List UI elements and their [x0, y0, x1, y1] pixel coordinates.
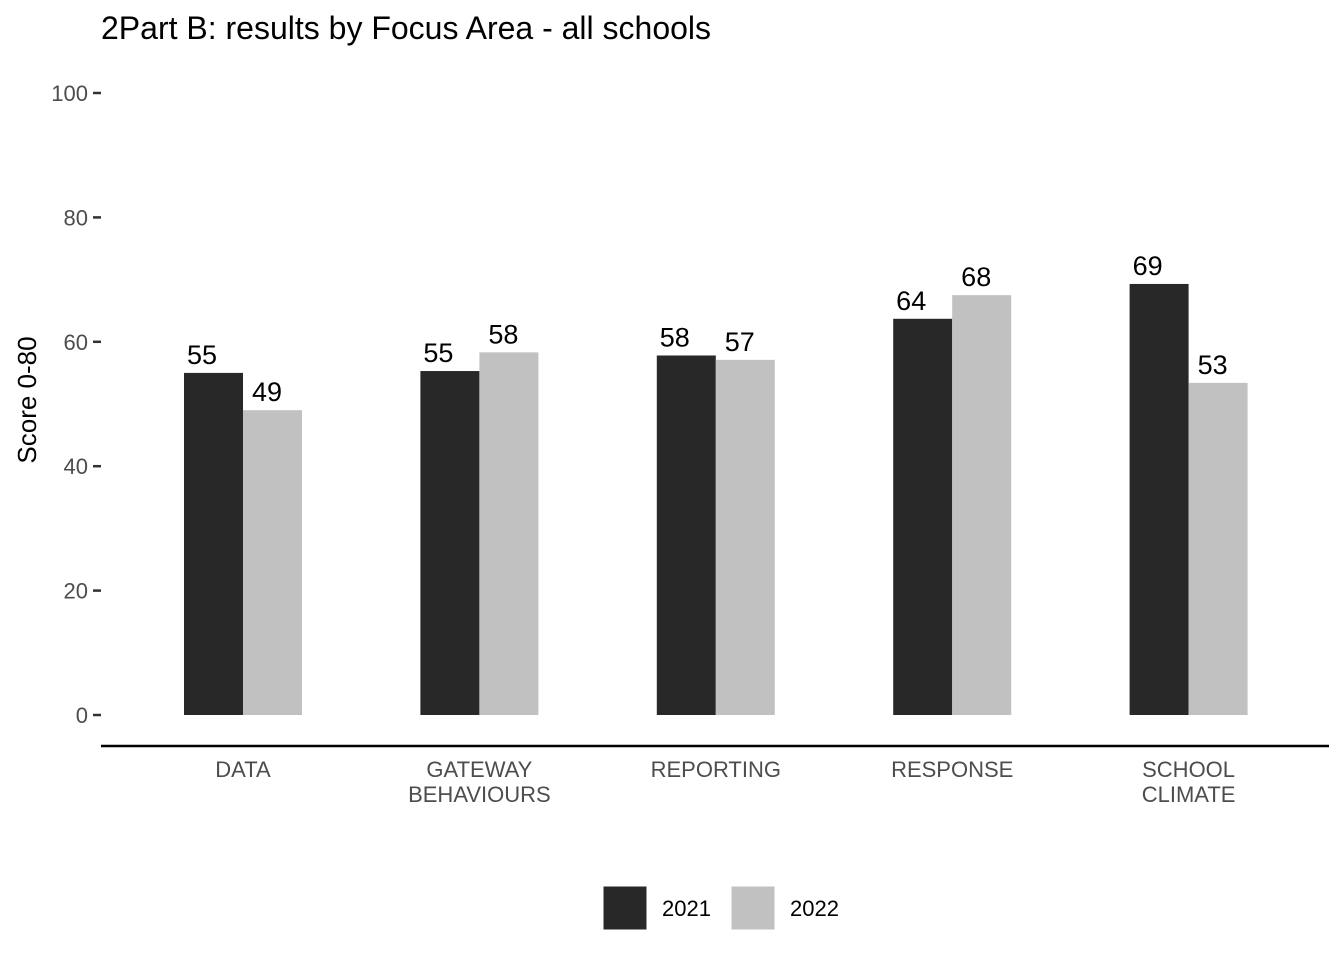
data-label: 58 — [488, 319, 518, 349]
y-tick-label: 60 — [64, 330, 88, 355]
data-label: 57 — [725, 327, 755, 357]
bar-2022-reporting — [715, 359, 775, 715]
bar-2022-school-climate — [1188, 382, 1248, 715]
bar-2021-gateway-behaviours — [420, 371, 480, 715]
data-label: 53 — [1198, 350, 1228, 380]
data-label: 55 — [187, 340, 217, 370]
bar-2022-gateway-behaviours — [479, 352, 539, 715]
bar-2021-data — [184, 372, 243, 715]
legend-label-2021: 2021 — [662, 896, 711, 921]
y-tick-label: 40 — [64, 454, 88, 479]
y-tick-label: 80 — [64, 205, 88, 230]
y-tick-label: 100 — [51, 81, 88, 106]
legend: 2021 2022 — [602, 885, 839, 931]
bar-2021-response — [893, 318, 953, 715]
x-tick-label: DATA — [215, 757, 271, 782]
y-axis-label: Score 0-80 — [12, 336, 42, 463]
legend-swatch-2022 — [730, 885, 776, 931]
x-tick-label: GATEWAY — [426, 757, 532, 782]
legend-label-2022: 2022 — [790, 896, 839, 921]
bars: 55 49 55 58 58 57 64 68 69 53 — [184, 251, 1248, 715]
bar-2021-reporting — [656, 355, 716, 715]
x-tick-label: REPORTING — [651, 757, 781, 782]
y-axis: 0 20 40 60 80 100 — [51, 81, 101, 728]
x-tick-label: BEHAVIOURS — [408, 782, 551, 807]
y-tick-label: 20 — [64, 579, 88, 604]
x-tick-label: RESPONSE — [891, 757, 1013, 782]
data-label: 64 — [896, 286, 926, 316]
data-label: 68 — [961, 262, 991, 292]
bar-2022-response — [952, 295, 1012, 715]
legend-swatch-2021 — [602, 885, 648, 931]
bar-2021-school-climate — [1129, 283, 1189, 715]
chart-title: 2Part B: results by Focus Area - all sch… — [101, 10, 711, 46]
y-tick-label: 0 — [76, 703, 88, 728]
data-label: 69 — [1133, 251, 1163, 281]
data-label: 55 — [423, 338, 453, 368]
data-label: 58 — [660, 322, 690, 352]
x-tick-label: SCHOOL — [1142, 757, 1235, 782]
x-tick-label: CLIMATE — [1142, 782, 1236, 807]
bar-2022-data — [243, 410, 302, 715]
data-label: 49 — [252, 377, 282, 407]
